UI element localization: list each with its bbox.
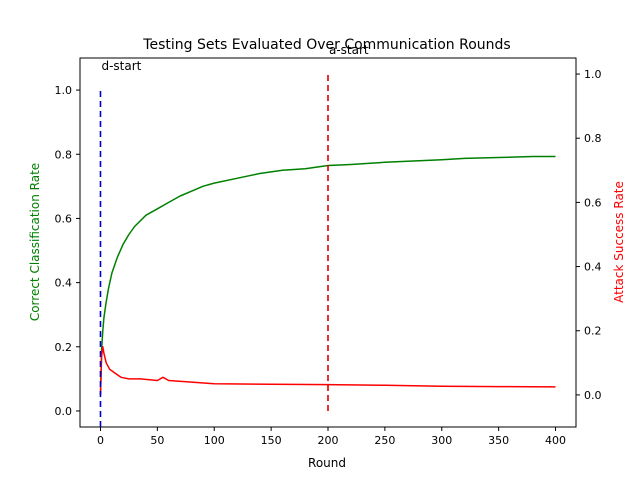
plot-marks	[99, 74, 556, 427]
x-tick-label: 300	[431, 434, 452, 447]
x-tick-label: 150	[261, 434, 282, 447]
right-y-tick-label: 1.0	[584, 68, 602, 81]
left-y-tick-label: 0.8	[55, 148, 73, 161]
right-y-tick-label: 0.4	[584, 261, 602, 274]
right-y-axis-label: Attack Success Rate	[612, 181, 626, 303]
left-y-tick-label: 1.0	[55, 84, 73, 97]
right-y-tick-label: 0.2	[584, 325, 602, 338]
left-y-tick-label: 0.6	[55, 212, 73, 225]
left-y-axis-label: Correct Classification Rate	[28, 163, 42, 321]
right-y-axis: 0.0 0.2 0.4 0.6 0.8 1.0	[576, 68, 602, 402]
right-y-tick-label: 0.6	[584, 196, 602, 209]
x-tick-label: 50	[150, 434, 164, 447]
d-start-label: d-start	[101, 59, 141, 73]
marker-labels: d-start a-start	[101, 43, 368, 73]
x-tick-label: 250	[374, 434, 395, 447]
left-y-tick-label: 0.0	[55, 405, 73, 418]
x-tick-label: 400	[545, 434, 566, 447]
right-y-tick-label: 0.8	[584, 132, 602, 145]
right-y-tick-label: 0.0	[584, 389, 602, 402]
left-y-axis: 0.0 0.2 0.4 0.6 0.8 1.0	[55, 84, 80, 418]
x-tick-label: 350	[488, 434, 509, 447]
chart-title: Testing Sets Evaluated Over Communicatio…	[142, 37, 510, 53]
a-start-label: a-start	[329, 43, 369, 57]
x-tick-label: 200	[318, 434, 339, 447]
series-line-correct-classification-rate	[99, 155, 556, 395]
x-axis-label: Round	[308, 456, 346, 470]
x-tick-label: 0	[97, 434, 104, 447]
x-axis: 0 50 100 150 200 250 300 350 400	[97, 427, 566, 447]
left-y-tick-label: 0.2	[55, 341, 73, 354]
left-y-tick-label: 0.4	[55, 277, 73, 290]
x-tick-label: 100	[204, 434, 225, 447]
series-line-attack-success-rate	[99, 346, 556, 395]
